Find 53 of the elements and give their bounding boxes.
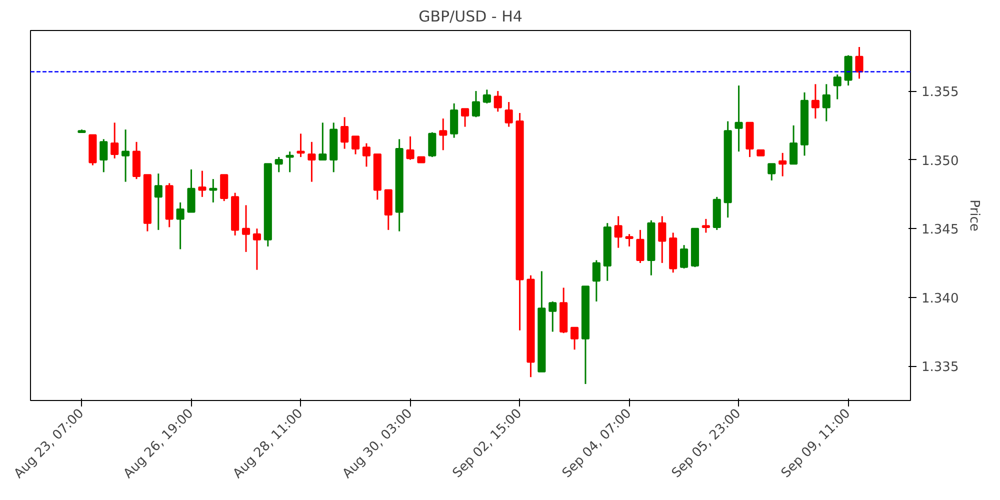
candlestick <box>778 152 787 178</box>
candlestick <box>100 138 108 173</box>
candlestick <box>658 215 666 264</box>
candlestick <box>548 300 557 332</box>
candlestick <box>833 74 842 100</box>
candlestick <box>592 259 600 302</box>
candlestick <box>242 204 250 253</box>
candlestick <box>625 233 634 248</box>
candlestick <box>122 128 130 183</box>
candlestick <box>198 170 206 198</box>
candlestick <box>274 156 283 173</box>
candlestick <box>220 174 228 202</box>
candlestick <box>790 124 798 165</box>
candlestick <box>822 83 830 122</box>
candlestick <box>252 228 261 271</box>
candlestick <box>406 136 414 161</box>
candlestick <box>209 178 218 204</box>
y-tick-label: 1.335 <box>922 360 959 376</box>
y-axis-title: Price <box>966 200 982 232</box>
candlestick <box>308 141 316 183</box>
candlestick <box>176 202 184 250</box>
candlestick <box>494 90 502 112</box>
candlestick <box>318 122 327 161</box>
candlestick <box>636 229 644 264</box>
chart-title: GBP/USD - H4 <box>418 8 522 26</box>
candlestick <box>472 90 480 118</box>
candlestick <box>844 54 852 86</box>
candlestick <box>680 244 688 270</box>
candlestick <box>768 163 776 182</box>
y-tick-label: 1.350 <box>922 154 959 169</box>
candlestick <box>450 102 458 139</box>
candlestick <box>296 132 305 158</box>
candlestick <box>110 122 119 160</box>
y-tick-label: 1.340 <box>922 291 959 306</box>
candlestick <box>570 326 579 350</box>
candlestick <box>351 136 360 156</box>
candlestick <box>855 46 864 80</box>
candlestick <box>187 168 196 213</box>
candlestick <box>439 118 448 151</box>
y-tick-label: 1.355 <box>922 85 959 100</box>
candlestick <box>428 132 436 158</box>
candlestick <box>482 88 491 104</box>
candlestick <box>362 142 371 168</box>
candlestick <box>154 172 162 231</box>
candlestick <box>504 101 513 128</box>
y-tick-label: 1.345 <box>922 222 959 238</box>
candlestick <box>286 150 294 173</box>
candlestick <box>460 108 470 128</box>
candlestick <box>734 84 743 152</box>
candlestick <box>702 218 710 234</box>
candlestick <box>614 215 622 249</box>
candlestick <box>340 116 349 150</box>
candlestick <box>811 83 820 120</box>
